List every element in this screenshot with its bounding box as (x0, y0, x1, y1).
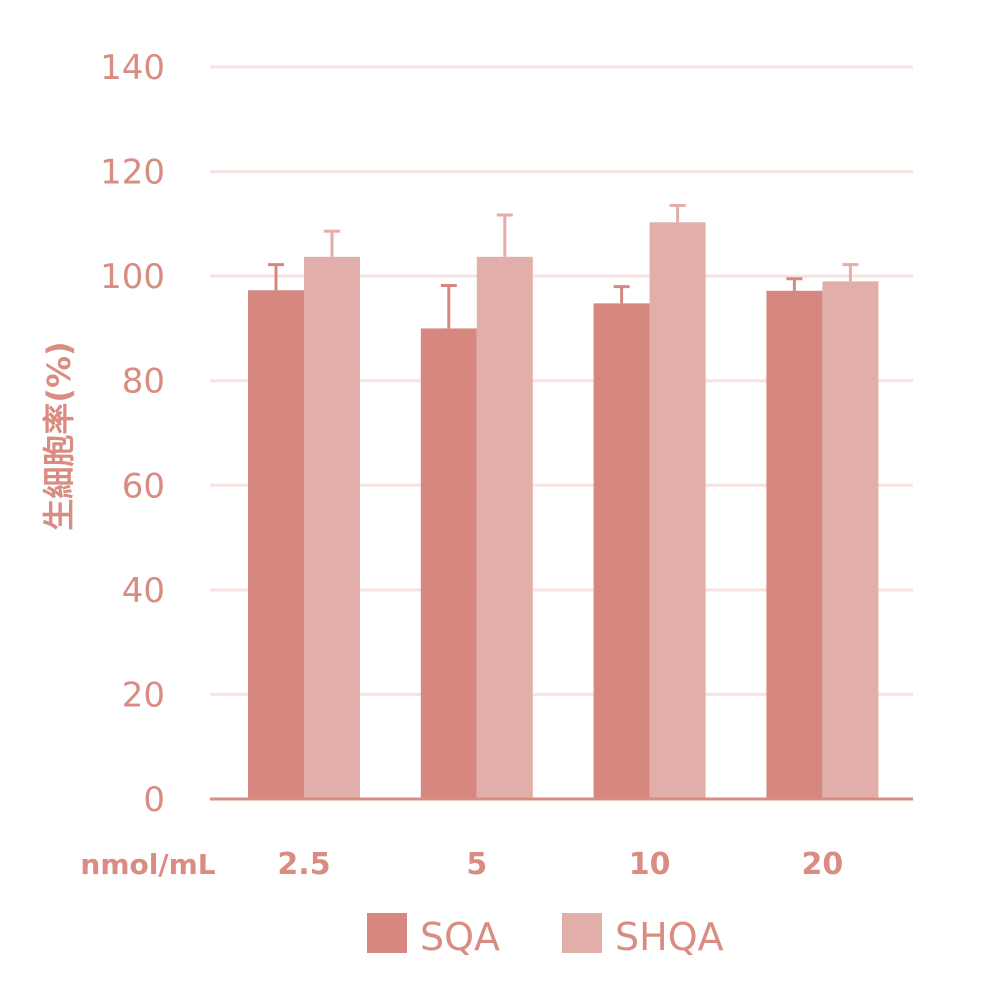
y-tick-label: 60 (122, 466, 165, 506)
legend-swatch-sqa (367, 913, 407, 953)
bars (248, 222, 879, 800)
bar-sqa (248, 290, 304, 799)
legend-label-sqa: SQA (420, 915, 500, 959)
bar-sqa (766, 290, 823, 799)
y-tick-label: 80 (122, 362, 165, 402)
x-axis-categories: 2.5 5 10 20 (277, 847, 843, 882)
y-tick-label: 20 (122, 675, 165, 715)
y-tick-label: 100 (100, 257, 165, 297)
bar-sqa (593, 303, 650, 799)
y-tick-label: 40 (122, 571, 165, 611)
error-bars (268, 204, 859, 329)
legend-label-shqa: SHQA (615, 915, 724, 959)
x-category-label: 20 (802, 847, 844, 882)
x-category-label: 10 (629, 847, 671, 882)
bar-shqa (822, 281, 879, 799)
y-axis-label: 生細胞率(%) (40, 341, 78, 530)
y-tick-label: 0 (143, 780, 165, 820)
bar-shqa (649, 222, 706, 799)
bar-shqa (476, 256, 533, 800)
y-tick-label: 120 (100, 153, 165, 193)
bar-sqa (420, 328, 477, 799)
legend-swatch-shqa (562, 913, 602, 953)
y-axis-ticks: 0 20 40 60 80 100 120 140 (100, 48, 165, 820)
bar-shqa (304, 256, 360, 800)
x-category-label: 5 (466, 847, 487, 882)
x-category-label: 2.5 (277, 847, 330, 882)
y-tick-label: 140 (100, 48, 165, 88)
x-unit-label: nmol/mL (80, 848, 215, 881)
legend: SQA SHQA (367, 913, 724, 959)
